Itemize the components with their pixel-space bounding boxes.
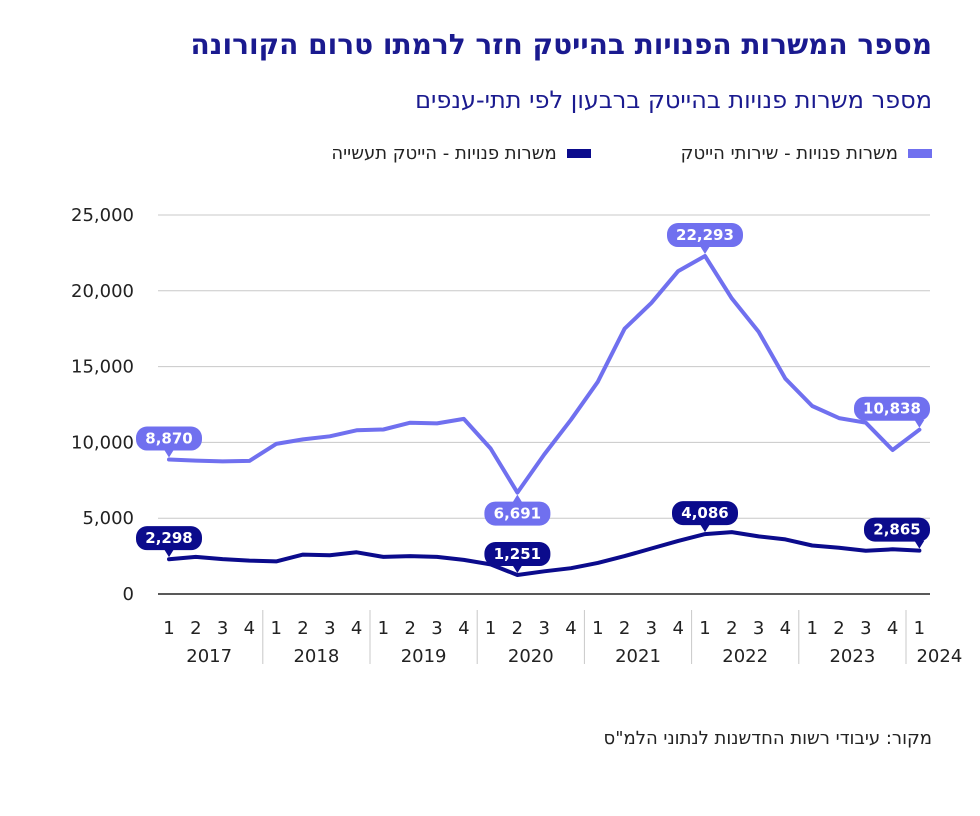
data-label: 1,251 bbox=[494, 545, 541, 563]
data-label: 22,293 bbox=[676, 226, 734, 244]
y-tick-label: 20,000 bbox=[71, 281, 134, 302]
x-tick-quarter: 3 bbox=[860, 618, 871, 639]
x-tick-quarter: 4 bbox=[351, 618, 362, 639]
series-line-services bbox=[167, 254, 922, 495]
callout-pointer bbox=[164, 449, 174, 458]
callout-box bbox=[854, 396, 930, 421]
source-note: מקור: עיבודי רשות החדשנות לנתוני הלמ"ס bbox=[603, 728, 932, 749]
series-line-industry bbox=[167, 530, 922, 577]
legend-label-industry: משרות פנויות - הייטק תעשייה bbox=[331, 143, 557, 164]
callout-pointer bbox=[700, 524, 710, 533]
x-tick-quarter: 4 bbox=[565, 618, 576, 639]
x-tick-year: 2019 bbox=[401, 646, 447, 667]
x-tick-quarter: 1 bbox=[485, 618, 496, 639]
x-tick-quarter: 3 bbox=[431, 618, 442, 639]
x-tick-quarter: 4 bbox=[458, 618, 469, 639]
callout-pointer bbox=[700, 246, 710, 255]
callout-pointer bbox=[164, 549, 174, 558]
x-tick-quarter: 3 bbox=[538, 618, 549, 639]
callout-box bbox=[484, 501, 551, 526]
y-tick-label: 10,000 bbox=[71, 432, 134, 453]
x-tick-quarter: 1 bbox=[914, 618, 925, 639]
legend-item-services: משרות פנויות - שירותי הייטק bbox=[681, 143, 932, 164]
x-tick-quarter: 2 bbox=[190, 618, 201, 639]
x-tick-quarter: 3 bbox=[324, 618, 335, 639]
callout-box bbox=[136, 426, 202, 451]
data-label: 2,298 bbox=[145, 529, 192, 547]
x-tick-quarter: 1 bbox=[270, 618, 281, 639]
x-tick-year: 2017 bbox=[186, 646, 232, 667]
x-tick-quarter: 3 bbox=[646, 618, 657, 639]
x-tick-quarter: 4 bbox=[780, 618, 791, 639]
chart-subtitle: מספר משרות פנויות בהייטק ברבעון לפי תתי-… bbox=[415, 86, 932, 114]
data-label: 10,838 bbox=[863, 400, 921, 418]
y-tick-label: 25,000 bbox=[71, 205, 134, 226]
x-tick-quarter: 2 bbox=[726, 618, 737, 639]
x-tick-year: 2021 bbox=[615, 646, 661, 667]
x-tick-quarter: 2 bbox=[833, 618, 844, 639]
callout-box bbox=[667, 223, 743, 248]
callout-pointer bbox=[914, 419, 925, 428]
x-tick-quarter: 1 bbox=[163, 618, 174, 639]
x-tick-quarter: 3 bbox=[217, 618, 228, 639]
callout-box bbox=[136, 526, 202, 551]
x-tick-quarter: 4 bbox=[672, 618, 683, 639]
chart-title: מספר המשרות הפנויות בהייטק חזר לרמתו טרו… bbox=[190, 28, 932, 61]
x-tick-quarter: 1 bbox=[378, 618, 389, 639]
x-tick-year: 2020 bbox=[508, 646, 554, 667]
legend-swatch-services bbox=[908, 149, 932, 158]
x-tick-quarter: 2 bbox=[512, 618, 523, 639]
x-tick-quarter: 1 bbox=[699, 618, 710, 639]
callout-pointer bbox=[512, 565, 523, 574]
data-label: 2,865 bbox=[873, 521, 920, 539]
x-tick-year: 2023 bbox=[829, 646, 875, 667]
legend-item-industry: משרות פנויות - הייטק תעשייה bbox=[331, 143, 591, 164]
callout-pointer bbox=[512, 494, 523, 503]
x-tick-quarter: 2 bbox=[297, 618, 308, 639]
x-tick-quarter: 2 bbox=[404, 618, 415, 639]
legend-swatch-industry bbox=[566, 149, 591, 158]
y-tick-label: 15,000 bbox=[71, 357, 134, 378]
callout-box bbox=[864, 517, 930, 542]
x-tick-year: 2018 bbox=[293, 646, 339, 667]
x-tick-quarter: 4 bbox=[887, 618, 898, 639]
y-tick-label: 5,000 bbox=[82, 508, 134, 529]
legend-label-services: משרות פנויות - שירותי הייטק bbox=[680, 143, 898, 164]
data-label: 4,086 bbox=[681, 504, 728, 522]
callout-box bbox=[672, 501, 738, 526]
x-tick-quarter: 3 bbox=[753, 618, 764, 639]
y-tick-label: 0 bbox=[123, 584, 134, 605]
callout-box bbox=[484, 542, 551, 567]
x-tick-quarter: 4 bbox=[244, 618, 255, 639]
legend: משרות פנויות - שירותי הייטק משרות פנויות… bbox=[331, 143, 932, 164]
callout-pointer bbox=[914, 540, 925, 549]
x-tick-quarter: 2 bbox=[619, 618, 630, 639]
data-label: 8,870 bbox=[145, 430, 192, 448]
x-tick-year: 2022 bbox=[722, 646, 768, 667]
x-tick-quarter: 1 bbox=[592, 618, 603, 639]
x-tick-quarter: 1 bbox=[806, 618, 817, 639]
data-label: 6,691 bbox=[494, 505, 541, 523]
x-tick-year: 2024 bbox=[916, 646, 962, 667]
